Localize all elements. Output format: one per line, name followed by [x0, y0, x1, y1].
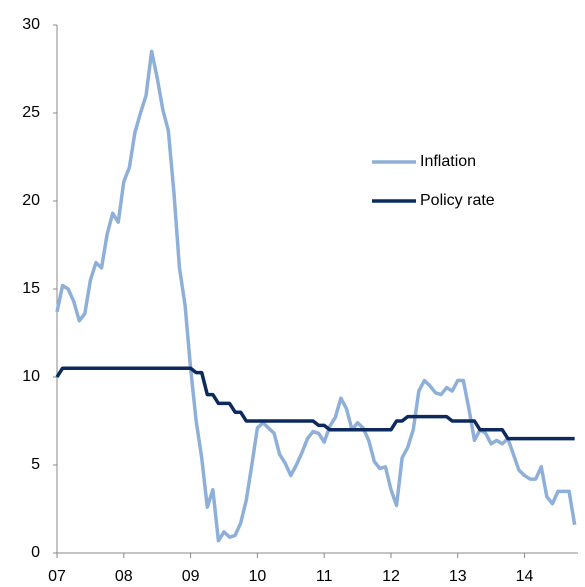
x-tick-label: 07 [48, 568, 66, 585]
x-tick-label: 11 [316, 568, 333, 585]
legend-label: Inflation [420, 153, 476, 170]
y-tick-label: 0 [31, 544, 40, 561]
x-tick-label: 14 [516, 568, 534, 585]
y-tick-label: 5 [31, 456, 40, 473]
series-line [55, 366, 575, 441]
x-tick-label: 08 [115, 568, 133, 585]
legend-label: Policy rate [420, 192, 495, 209]
y-tick-label: 30 [22, 16, 40, 33]
x-tick-label: 12 [382, 568, 400, 585]
y-tick-label: 20 [22, 192, 40, 209]
x-tick-label: 13 [449, 568, 467, 585]
series-line [55, 49, 577, 543]
x-tick-label: 10 [248, 568, 266, 585]
y-tick-label: 15 [22, 280, 40, 297]
x-tick-label: 09 [182, 568, 200, 585]
y-tick-label: 10 [22, 368, 40, 385]
y-tick-label: 25 [22, 104, 40, 121]
